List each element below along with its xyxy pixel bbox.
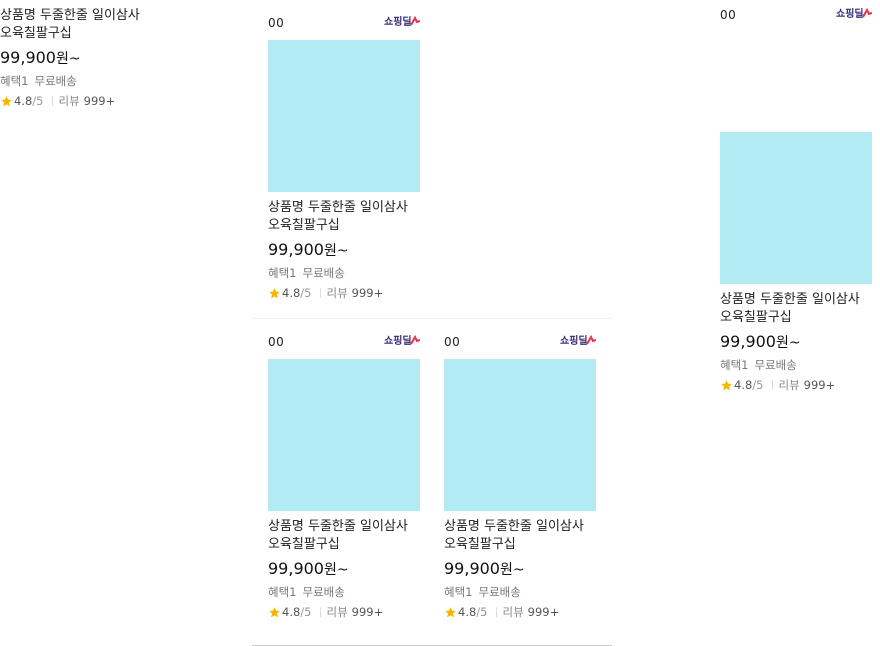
- rank-number: 00: [268, 16, 285, 30]
- review-label: 리뷰: [326, 286, 348, 300]
- benefit-tag: 혜택1: [720, 358, 749, 372]
- divider: [319, 288, 321, 298]
- product-name[interactable]: 상품명 두줄한줄 일이삼사 오육칠팔구십: [268, 200, 408, 233]
- product-price: 99,900원~: [444, 559, 525, 578]
- rating-score: 4.8: [14, 94, 33, 108]
- product-benefits: 혜택1 무료배송: [268, 265, 424, 281]
- benefit-tag: 혜택1: [444, 585, 473, 599]
- free-shipping-tag: 무료배송: [754, 358, 797, 372]
- product-card[interactable]: 상품명 두줄한줄 일이삼사 오육칠팔구십 99,900원~ 혜택1 무료배송 4.…: [0, 7, 156, 109]
- product-name[interactable]: 상품명 두줄한줄 일이삼사 오육칠팔구십: [720, 292, 860, 325]
- free-shipping-tag: 무료배송: [34, 74, 77, 88]
- product-price: 99,900원~: [268, 240, 349, 259]
- shopping-live-logo-icon: 쇼핑딜: [384, 15, 420, 28]
- product-price: 99,900원~: [720, 332, 801, 351]
- shopping-live-logo-icon: 쇼핑딜: [560, 334, 596, 347]
- rank-number: 00: [444, 335, 461, 349]
- divider: [51, 96, 53, 106]
- product-card[interactable]: 00 쇼핑딜 상품명 두줄한줄 일이삼사 오육칠팔구십 99,900원~ 혜택1…: [444, 331, 600, 620]
- rating-row: 4.8/5 리뷰 999+: [0, 93, 156, 109]
- svg-text:쇼핑딜: 쇼핑딜: [384, 334, 412, 347]
- product-card[interactable]: 00 쇼핑딜 상품명 두줄한줄 일이삼사 오육칠팔구십 99,900원~ 혜택1…: [720, 4, 876, 393]
- shopping-live-logo-icon: 쇼핑딜: [836, 7, 872, 20]
- product-benefits: 혜택1 무료배송: [0, 73, 156, 89]
- review-label: 리뷰: [326, 605, 348, 619]
- review-label: 리뷰: [502, 605, 524, 619]
- rank-number: 00: [268, 335, 285, 349]
- row-divider: [252, 318, 612, 319]
- rating-score: 4.8: [458, 605, 477, 619]
- review-count: 999+: [527, 605, 560, 619]
- product-card[interactable]: 00 쇼핑딜 상품명 두줄한줄 일이삼사 오육칠팔구십 99,900원~ 혜택1…: [268, 331, 424, 620]
- svg-text:쇼핑딜: 쇼핑딜: [836, 7, 864, 20]
- product-card[interactable]: 00 쇼핑딜 상품명 두줄한줄 일이삼사 오육칠팔구십 99,900원~ 혜택1…: [268, 12, 424, 301]
- star-icon: [269, 606, 280, 617]
- product-benefits: 혜택1 무료배송: [268, 584, 424, 600]
- svg-text:쇼핑딜: 쇼핑딜: [384, 15, 412, 28]
- rating-row: 4.8/5 리뷰 999+: [444, 604, 600, 620]
- review-count: 999+: [351, 286, 384, 300]
- review-label: 리뷰: [58, 94, 80, 108]
- product-name[interactable]: 상품명 두줄한줄 일이삼사 오육칠팔구십: [0, 8, 140, 41]
- star-icon: [1, 95, 12, 106]
- rating-score: 4.8: [282, 605, 301, 619]
- product-benefits: 혜택1 무료배송: [720, 357, 876, 373]
- rating-row: 4.8/5 리뷰 999+: [268, 285, 424, 301]
- product-thumbnail[interactable]: [444, 359, 596, 511]
- star-icon: [721, 379, 732, 390]
- product-thumbnail[interactable]: [720, 132, 872, 284]
- review-label: 리뷰: [778, 378, 800, 392]
- benefit-tag: 혜택1: [0, 74, 29, 88]
- review-count: 999+: [83, 94, 116, 108]
- free-shipping-tag: 무료배송: [478, 585, 521, 599]
- divider: [495, 607, 497, 617]
- divider: [319, 607, 321, 617]
- divider: [771, 380, 773, 390]
- product-thumbnail[interactable]: [268, 40, 420, 192]
- product-price: 99,900원~: [268, 559, 349, 578]
- product-thumbnail[interactable]: [268, 359, 420, 511]
- free-shipping-tag: 무료배송: [302, 585, 345, 599]
- review-count: 999+: [803, 378, 836, 392]
- review-count: 999+: [351, 605, 384, 619]
- benefit-tag: 혜택1: [268, 585, 297, 599]
- rating-row: 4.8/5 리뷰 999+: [268, 604, 424, 620]
- benefit-tag: 혜택1: [268, 266, 297, 280]
- svg-text:쇼핑딜: 쇼핑딜: [560, 334, 588, 347]
- star-icon: [445, 606, 456, 617]
- product-name[interactable]: 상품명 두줄한줄 일이삼사 오육칠팔구십: [444, 519, 584, 552]
- product-name[interactable]: 상품명 두줄한줄 일이삼사 오육칠팔구십: [268, 519, 408, 552]
- rank-number: 00: [720, 8, 737, 22]
- shopping-live-logo-icon: 쇼핑딜: [384, 334, 420, 347]
- rating-score: 4.8: [282, 286, 301, 300]
- product-price: 99,900원~: [0, 48, 81, 67]
- star-icon: [269, 287, 280, 298]
- rating-row: 4.8/5 리뷰 999+: [720, 377, 876, 393]
- free-shipping-tag: 무료배송: [302, 266, 345, 280]
- product-benefits: 혜택1 무료배송: [444, 584, 600, 600]
- rating-score: 4.8: [734, 378, 753, 392]
